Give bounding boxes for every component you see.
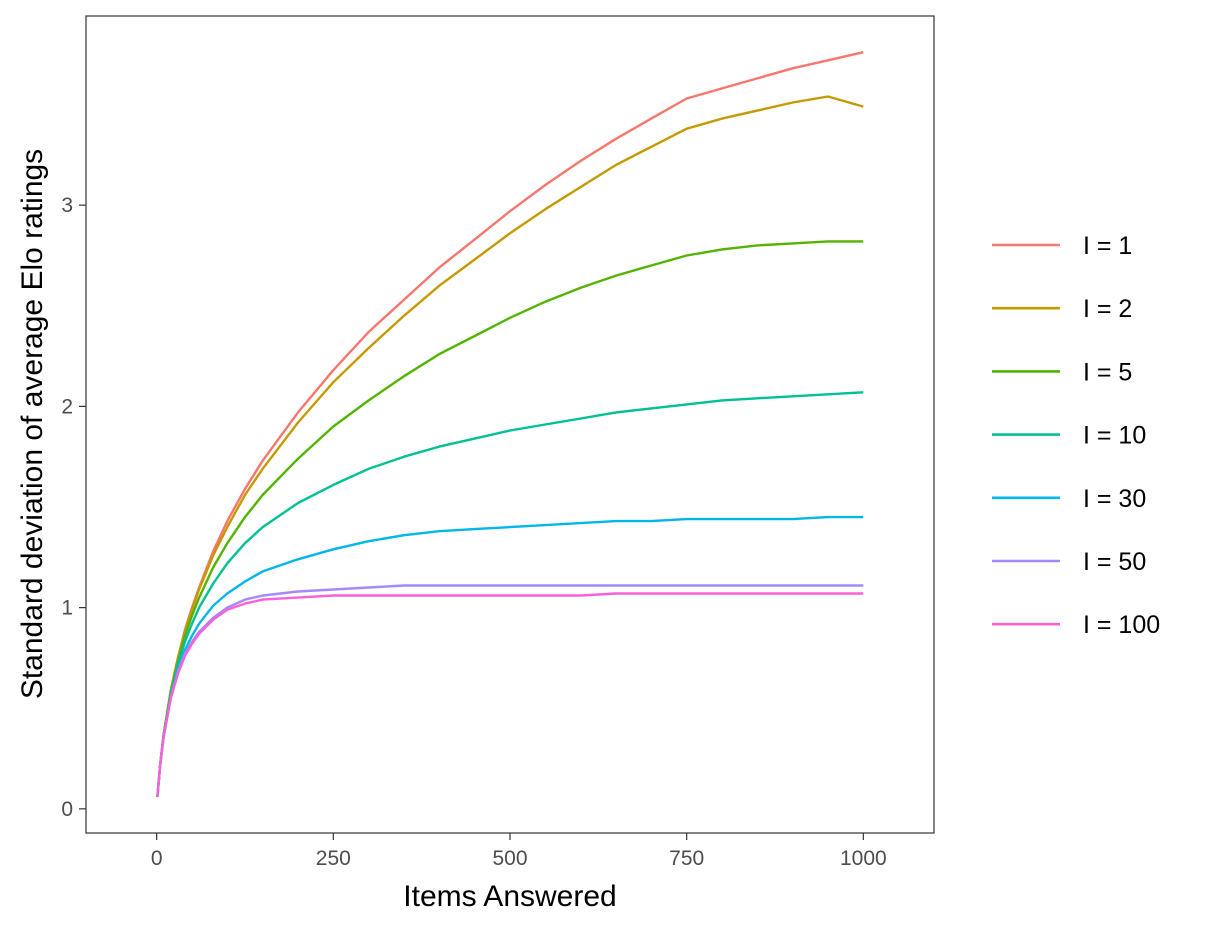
- x-axis: 0 250 500 750 1000: [151, 833, 887, 870]
- legend-label: I = 5: [1083, 358, 1132, 386]
- y-tick-label: 2: [61, 395, 73, 418]
- legend-label: I = 10: [1083, 422, 1146, 450]
- x-tick-label: 1000: [840, 847, 887, 870]
- x-tick-label: 750: [669, 847, 704, 870]
- legend-label: I = 50: [1083, 548, 1146, 576]
- y-axis-title: Standard deviation of average Elo rating…: [16, 149, 49, 699]
- y-tick-label: 0: [61, 798, 73, 821]
- x-tick-label: 250: [316, 847, 351, 870]
- legend: I = 1 I = 2 I = 5 I = 10 I = 30 I = 50 I = 100: [992, 232, 1160, 639]
- y-tick-label: 1: [61, 597, 73, 620]
- x-axis-title: Items Answered: [403, 880, 616, 913]
- x-tick-label: 0: [151, 847, 163, 870]
- x-tick-label: 500: [492, 847, 527, 870]
- legend-label: I = 2: [1083, 295, 1132, 323]
- legend-label: I = 30: [1083, 485, 1146, 513]
- y-axis: 0 1 2 3: [61, 194, 86, 821]
- plot-panel: [85, 15, 935, 834]
- series-line-3: [156, 240, 864, 797]
- series-line-4: [156, 391, 864, 797]
- series-line-5: [156, 515, 864, 797]
- legend-label: I = 100: [1083, 611, 1160, 639]
- y-tick-label: 3: [61, 194, 73, 217]
- series-lines: [156, 51, 864, 797]
- legend-label: I = 1: [1083, 232, 1132, 260]
- series-line-7: [156, 592, 864, 797]
